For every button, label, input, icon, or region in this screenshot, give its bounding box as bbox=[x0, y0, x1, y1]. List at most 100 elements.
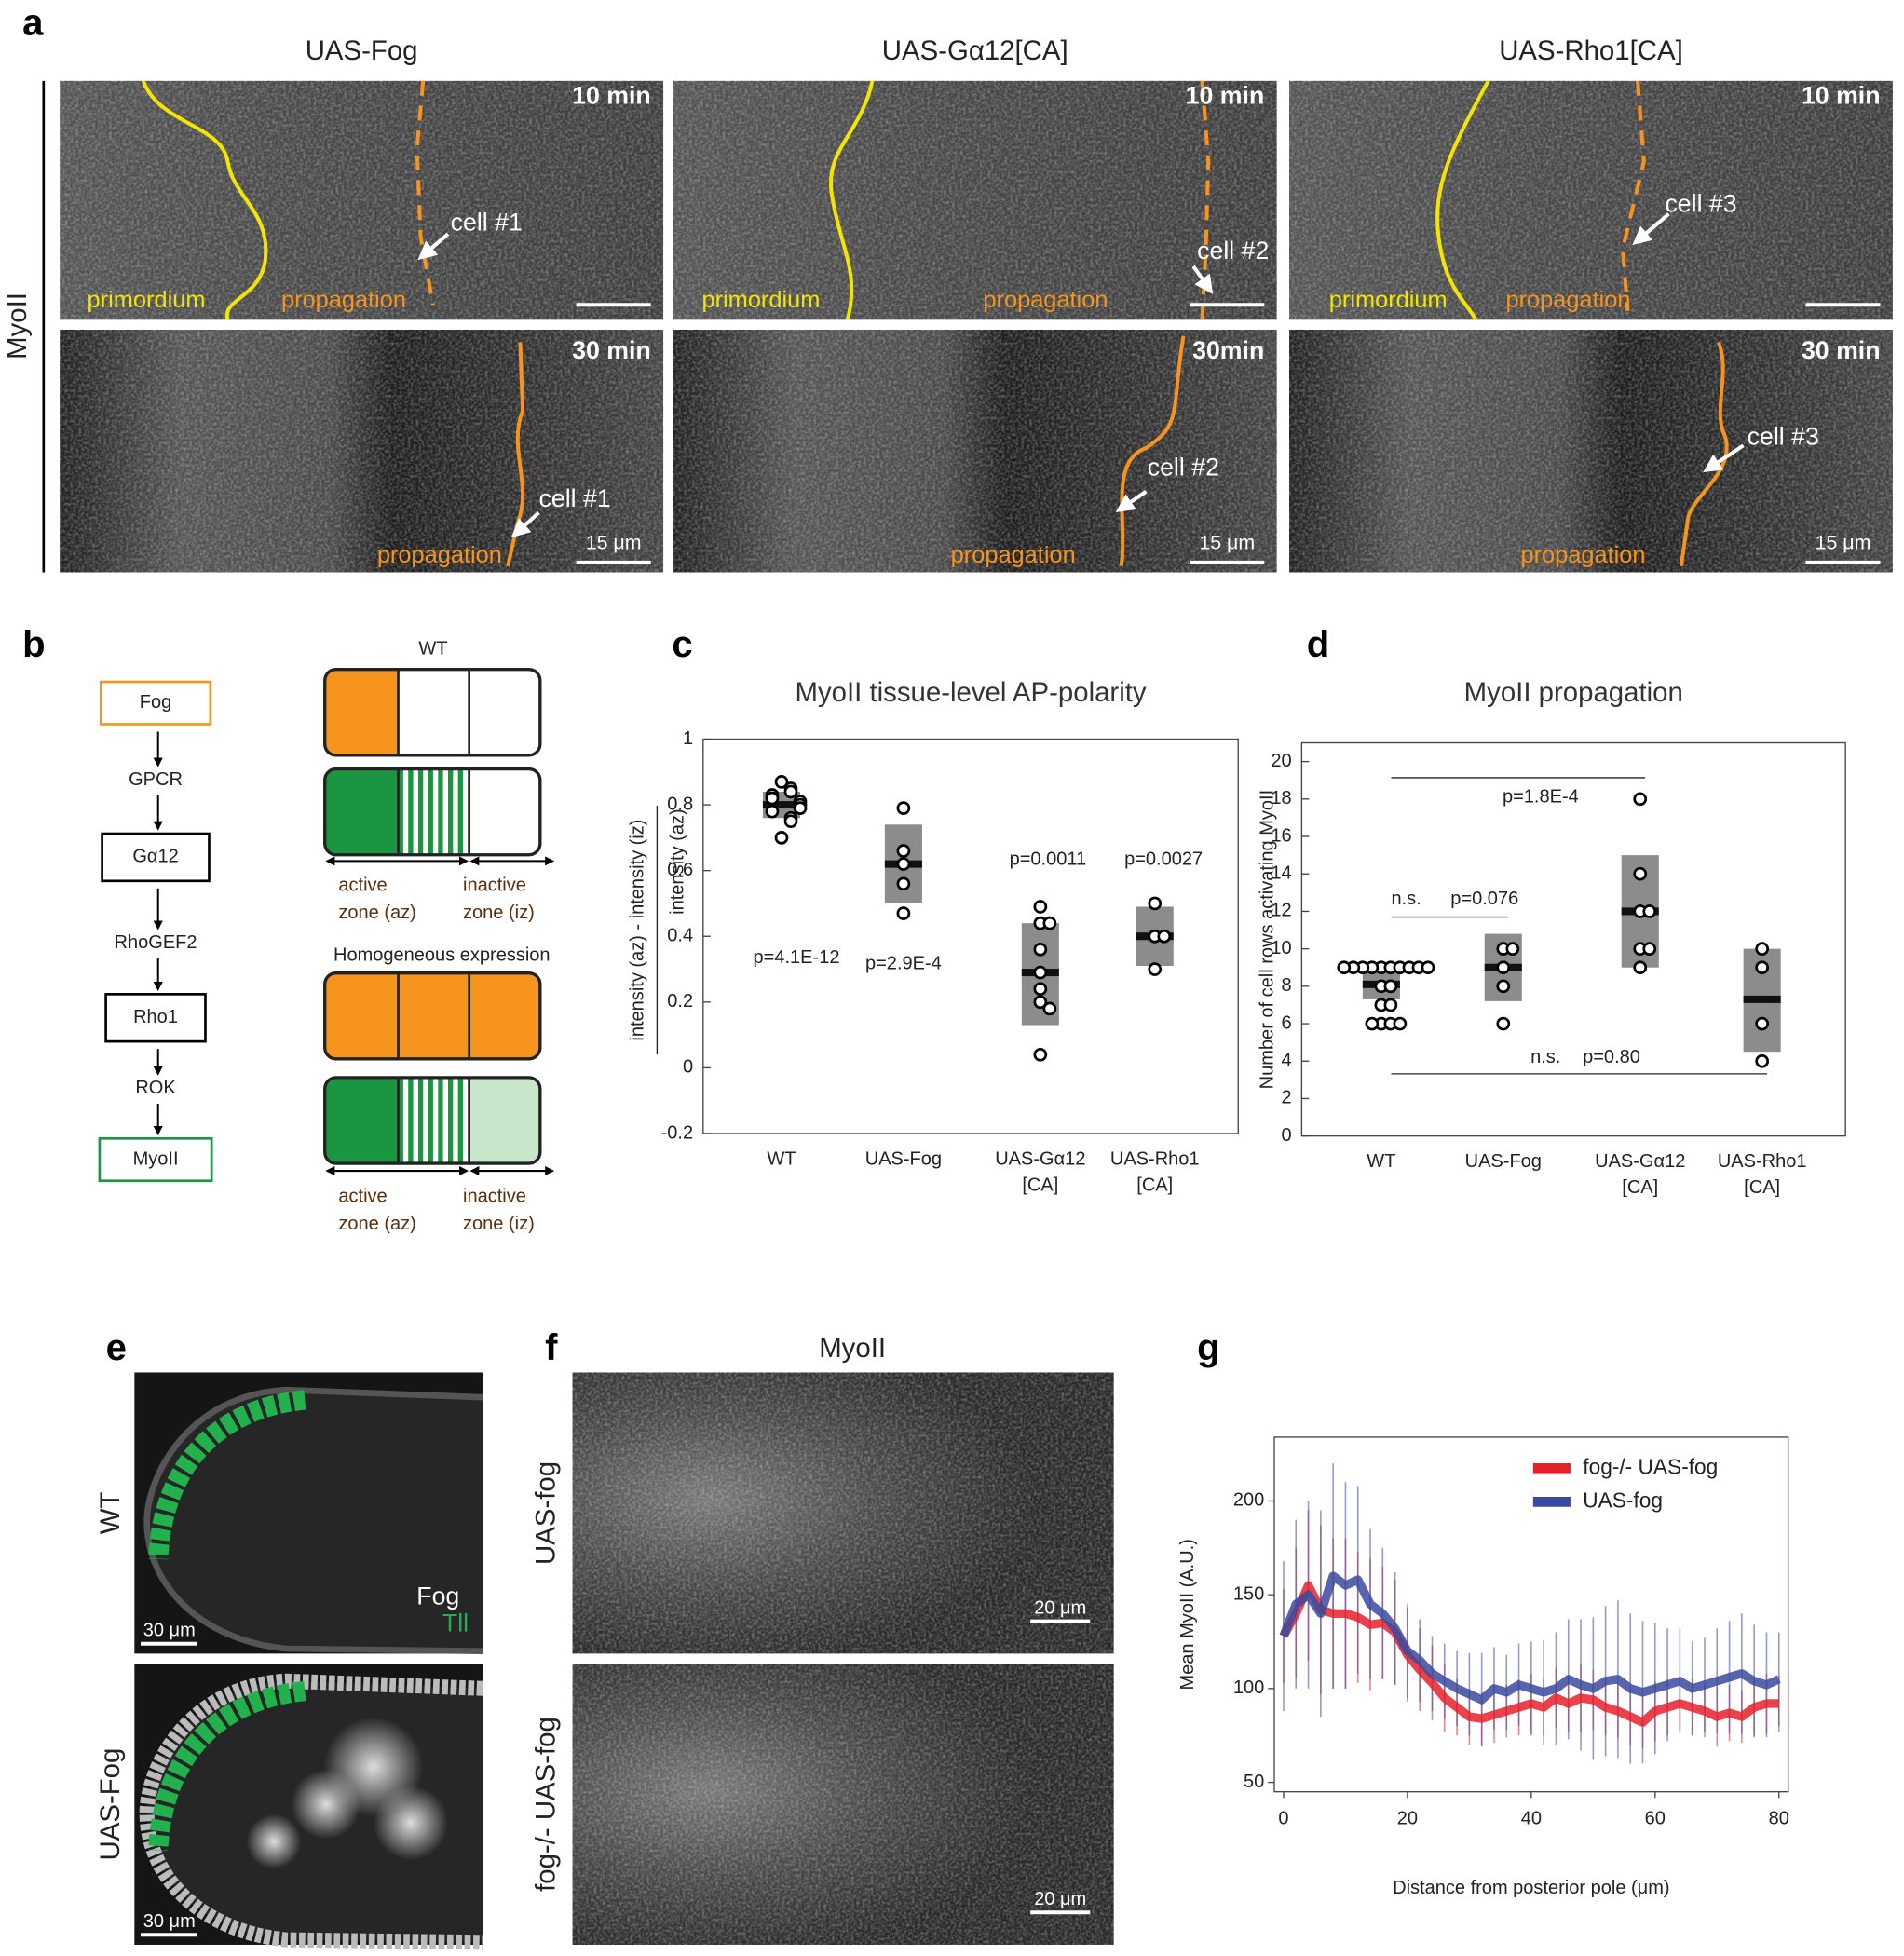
time-label: 10 min bbox=[1802, 81, 1881, 109]
micrograph-texture bbox=[572, 1372, 1114, 1654]
primordium-boundary bbox=[829, 80, 875, 320]
data-point bbox=[1496, 1016, 1511, 1031]
data-point bbox=[1755, 942, 1770, 956]
zone-segment bbox=[398, 972, 469, 1059]
pathway-box bbox=[98, 1136, 213, 1183]
data-point bbox=[1033, 982, 1048, 997]
data-point bbox=[1148, 962, 1163, 976]
y-tick-label: 0.8 bbox=[667, 794, 693, 814]
time-label: 10 min bbox=[1186, 81, 1265, 109]
cell-label: cell #2 bbox=[1197, 237, 1269, 265]
micrograph-texture bbox=[1289, 330, 1893, 573]
zone-segment bbox=[469, 669, 540, 755]
region-label: primordium bbox=[701, 287, 820, 313]
micrograph-texture bbox=[673, 330, 1277, 573]
y-tick-label: 0.2 bbox=[667, 991, 693, 1012]
data-point bbox=[1755, 1016, 1770, 1031]
data-point bbox=[1033, 995, 1048, 1010]
column-header: UAS-Rho1[CA] bbox=[1499, 35, 1683, 66]
region-label: propagation bbox=[281, 287, 406, 313]
y-tick-label: 10 bbox=[1271, 938, 1291, 958]
y-tick-label: 4 bbox=[1282, 1051, 1292, 1071]
x-tick-label: UAS-Fog bbox=[1465, 1151, 1542, 1172]
p-value: p=2.9E-4 bbox=[865, 954, 942, 974]
pathway-node: Fog bbox=[140, 692, 172, 713]
data-point bbox=[896, 801, 911, 815]
diagram-title: Homogeneous expression bbox=[333, 944, 551, 965]
embryo-image bbox=[134, 1664, 483, 1950]
zone-segment bbox=[324, 768, 399, 855]
zone-box bbox=[324, 768, 540, 855]
zone-label: inactive bbox=[463, 875, 526, 895]
x-tick-label: 0 bbox=[1278, 1808, 1288, 1828]
embryo-image bbox=[134, 1372, 483, 1655]
pathway-node: Gα12 bbox=[132, 847, 178, 867]
tll-cells bbox=[148, 1680, 306, 1852]
p-value: p=0.0011 bbox=[1010, 849, 1087, 869]
scale-label: 15 μm bbox=[1199, 531, 1255, 553]
zone-outline bbox=[323, 971, 542, 1061]
scale-label: 20 μm bbox=[1034, 1598, 1086, 1619]
mean-bar bbox=[762, 801, 801, 809]
data-point bbox=[1633, 866, 1648, 881]
x-tick-label: 60 bbox=[1645, 1808, 1666, 1828]
x-tick-label: [CA] bbox=[1136, 1175, 1173, 1195]
p-value: p=1.8E-4 bbox=[1503, 787, 1579, 808]
panel-label: c bbox=[672, 624, 692, 665]
embryo-outline bbox=[143, 1386, 483, 1655]
propagation-boundary bbox=[415, 80, 435, 306]
data-point bbox=[765, 791, 780, 806]
propagation-boundary bbox=[1679, 341, 1729, 567]
time-label: 30 min bbox=[1802, 336, 1881, 364]
data-point bbox=[774, 775, 789, 789]
cell-arrow bbox=[1191, 265, 1214, 294]
stain-label: Fog bbox=[416, 1582, 459, 1610]
zone-segment bbox=[398, 768, 469, 855]
y-axis-label: Number of cell rows activating MyoII bbox=[1258, 790, 1278, 1089]
p-value: p=4.1E-12 bbox=[754, 947, 840, 968]
primordium-boundary bbox=[141, 80, 268, 320]
panel-label: g bbox=[1197, 1327, 1219, 1368]
cell-label: cell #1 bbox=[538, 484, 610, 512]
data-point bbox=[896, 857, 911, 871]
time-label: 10 min bbox=[572, 81, 651, 109]
zone-outline bbox=[323, 1076, 542, 1165]
data-point bbox=[1642, 942, 1657, 956]
data-point bbox=[1496, 979, 1511, 994]
cell-arrow bbox=[510, 510, 540, 538]
panel-label: a bbox=[22, 2, 44, 43]
region-label: propagation bbox=[1505, 287, 1630, 313]
data-point bbox=[1383, 998, 1398, 1012]
zone-box bbox=[324, 669, 540, 755]
cell-arrow bbox=[1115, 490, 1148, 512]
x-tick-label: WT bbox=[767, 1148, 796, 1169]
y-tick-label: 0 bbox=[1282, 1125, 1292, 1146]
myoii-image bbox=[572, 1664, 1114, 1945]
row-label: MyoII bbox=[2, 292, 33, 360]
fog-signal bbox=[291, 1769, 361, 1840]
y-tick-label: 50 bbox=[1244, 1772, 1264, 1792]
pathway-box bbox=[99, 680, 212, 726]
zone-label: zone (az) bbox=[338, 903, 415, 923]
x-axis-label: Distance from posterior pole (μm) bbox=[1393, 1878, 1669, 1898]
pathway-node: Rho1 bbox=[133, 1007, 178, 1027]
cell-label: cell #2 bbox=[1148, 454, 1219, 482]
y-axis-label: intensity (az) - intensity (iz) bbox=[628, 820, 648, 1041]
scale-label: 15 μm bbox=[1816, 531, 1871, 553]
data-point bbox=[793, 801, 808, 815]
plot-frame bbox=[1300, 741, 1846, 1137]
data-point bbox=[1042, 1001, 1057, 1016]
region-label: propagation bbox=[1520, 542, 1645, 568]
propagation-boundary bbox=[506, 342, 525, 567]
legend-label: UAS-fog bbox=[1583, 1487, 1663, 1512]
data-point bbox=[1033, 943, 1048, 957]
column-header: UAS-Fog bbox=[306, 35, 418, 66]
cell-label: cell #3 bbox=[1748, 422, 1819, 450]
y-tick-label: 200 bbox=[1233, 1490, 1264, 1511]
y-tick-label: 2 bbox=[1282, 1088, 1292, 1108]
pathway-node: GPCR bbox=[129, 769, 183, 790]
x-tick-label: [CA] bbox=[1744, 1177, 1780, 1198]
x-tick-label: UAS-Rho1 bbox=[1718, 1151, 1807, 1172]
p-value: p=0.0027 bbox=[1124, 849, 1203, 869]
